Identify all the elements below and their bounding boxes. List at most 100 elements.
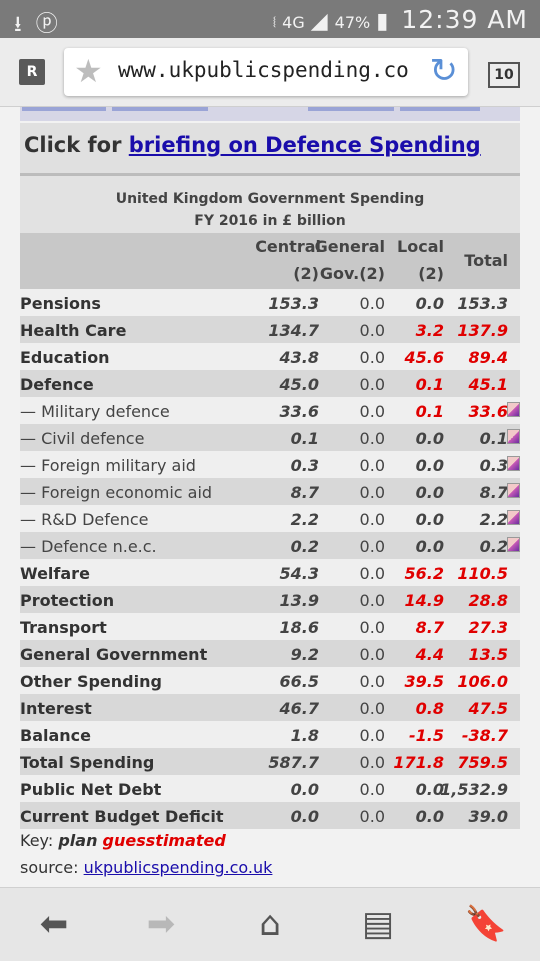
browser-toolbar: R ★ www.ukpublicspending.co.u ↻ 10 <box>0 38 540 107</box>
cell-total: 33.6 <box>468 402 508 421</box>
status-left-icons: ⭳ ⓟ <box>14 6 72 45</box>
source-link[interactable]: ukpublicspending.co.uk <box>83 858 273 877</box>
cell-local: 0.0 <box>415 456 444 475</box>
header-local-note: (2) <box>418 264 444 283</box>
table-row: — Military defence 33.6 0.0 0.1 33.6 <box>20 397 520 424</box>
reload-icon[interactable]: ↻ <box>429 51 459 91</box>
cell-total: 1,532.9 <box>440 780 508 799</box>
cell-general: 0.0 <box>359 807 385 826</box>
forward-arrow-icon[interactable]: ➡ <box>146 904 176 944</box>
table-row: Public Net Debt 0.0 0.0 0.0 1,532.9 <box>20 775 520 802</box>
cell-local: 0.8 <box>415 699 444 718</box>
table-row: Education 43.8 0.0 45.6 89.4 <box>20 343 520 370</box>
cell-central: 18.6 <box>279 618 319 637</box>
site-nav-strip[interactable] <box>20 107 520 121</box>
row-label: Balance <box>20 726 91 745</box>
cell-local: 45.6 <box>404 348 444 367</box>
cell-general: 0.0 <box>359 348 385 367</box>
cell-total: 27.3 <box>468 618 508 637</box>
chart-link-icon[interactable] <box>507 402 520 417</box>
defence-briefing-link[interactable]: briefing on Defence Spending <box>128 133 481 157</box>
cell-total: 0.3 <box>479 456 508 475</box>
cell-general: 0.0 <box>359 618 385 637</box>
row-label: — R&D Defence <box>20 510 149 529</box>
cell-local: 0.0 <box>415 483 444 502</box>
cell-total: 110.5 <box>457 564 508 583</box>
cell-general: 0.0 <box>359 780 385 799</box>
table-header: Central (2) General Gov.(2) Local (2) To… <box>20 233 520 289</box>
cell-central: 54.3 <box>279 564 319 583</box>
cell-general: 0.0 <box>359 591 385 610</box>
row-label: — Foreign military aid <box>20 456 196 475</box>
row-label: Welfare <box>20 564 90 583</box>
cell-local: 0.0 <box>415 429 444 448</box>
cell-general: 0.0 <box>359 321 385 340</box>
cell-central: 0.1 <box>290 429 319 448</box>
cell-local: 56.2 <box>404 564 444 583</box>
cell-local: 39.5 <box>404 672 444 691</box>
cell-central: 0.3 <box>290 456 319 475</box>
vibrate-icon: ⧙ <box>272 12 277 31</box>
cell-local: 171.8 <box>393 753 444 772</box>
table-title-line2: FY 2016 in £ billion <box>194 213 346 229</box>
cell-general: 0.0 <box>359 375 385 394</box>
cell-local: 14.9 <box>404 591 444 610</box>
chart-link-icon[interactable] <box>507 537 520 552</box>
table-row: Defence 45.0 0.0 0.1 45.1 <box>20 370 520 397</box>
signal-icon: ◢ <box>310 9 328 34</box>
cell-total: 8.7 <box>479 483 508 502</box>
pinterest-icon: ⓟ <box>35 12 58 37</box>
cell-total: 39.0 <box>468 807 508 826</box>
cell-general: 0.0 <box>359 672 385 691</box>
banner-prefix: Click for <box>24 133 129 157</box>
table-row: — Foreign economic aid 8.7 0.0 0.0 8.7 <box>20 478 520 505</box>
key-label: Key: <box>20 831 59 850</box>
cell-local: 0.0 <box>415 807 444 826</box>
table-row: Balance 1.8 0.0 -1.5 -38.7 <box>20 721 520 748</box>
row-label: Defence <box>20 375 94 394</box>
bookmarks-icon[interactable]: 🔖 <box>464 904 508 944</box>
chart-link-icon[interactable] <box>507 483 520 498</box>
table-row: Interest 46.7 0.0 0.8 47.5 <box>20 694 520 721</box>
spending-table: United Kingdom Government Spending FY 20… <box>20 175 520 829</box>
cell-general: 0.0 <box>359 564 385 583</box>
key-guesstimated: guesstimated <box>102 831 226 850</box>
cell-total: 137.9 <box>457 321 508 340</box>
row-label: — Defence n.e.c. <box>20 537 157 556</box>
cell-central: 13.9 <box>279 591 319 610</box>
key-plan: plan <box>58 831 98 850</box>
cell-general: 0.0 <box>359 510 385 529</box>
network-type-label: 4G <box>282 12 305 32</box>
header-general-note: Gov.(2) <box>319 264 385 283</box>
cell-total: 45.1 <box>468 375 508 394</box>
cell-local: 4.4 <box>415 645 444 664</box>
row-label: Health Care <box>20 321 127 340</box>
cell-total: 2.2 <box>479 510 508 529</box>
chart-link-icon[interactable] <box>507 429 520 444</box>
download-icon: ⭳ <box>14 12 22 37</box>
cell-local: 0.1 <box>415 402 444 421</box>
row-label: Transport <box>20 618 107 637</box>
cell-local: 8.7 <box>415 618 444 637</box>
tabs-count-button[interactable]: 10 <box>488 62 520 88</box>
table-body: Pensions 153.3 0.0 0.0 153.3 Health Care 134.7… <box>20 289 520 829</box>
reading-list-icon[interactable]: ▤ <box>361 904 395 944</box>
cell-central: 153.3 <box>268 294 319 313</box>
cell-local: 3.2 <box>415 321 444 340</box>
chart-link-icon[interactable] <box>507 456 520 471</box>
reader-mode-icon[interactable]: R <box>19 59 45 85</box>
table-row: Health Care 134.7 0.0 3.2 137.9 <box>20 316 520 343</box>
cell-total: 28.8 <box>468 591 508 610</box>
cell-total: 153.3 <box>457 294 508 313</box>
table-title-line1: United Kingdom Government Spending <box>115 191 425 207</box>
bookmark-star-icon[interactable]: ★ <box>74 52 103 90</box>
cell-total: 0.2 <box>479 537 508 556</box>
row-label: Public Net Debt <box>20 780 162 799</box>
url-text[interactable]: www.ukpublicspending.co.u <box>118 58 410 82</box>
address-bar[interactable]: ★ www.ukpublicspending.co.u ↻ <box>64 48 468 96</box>
cell-central: 45.0 <box>279 375 319 394</box>
cell-total: 0.1 <box>479 429 508 448</box>
home-icon[interactable]: ⌂ <box>259 904 281 944</box>
chart-link-icon[interactable] <box>507 510 520 525</box>
back-arrow-icon[interactable]: ⬅ <box>39 904 69 944</box>
